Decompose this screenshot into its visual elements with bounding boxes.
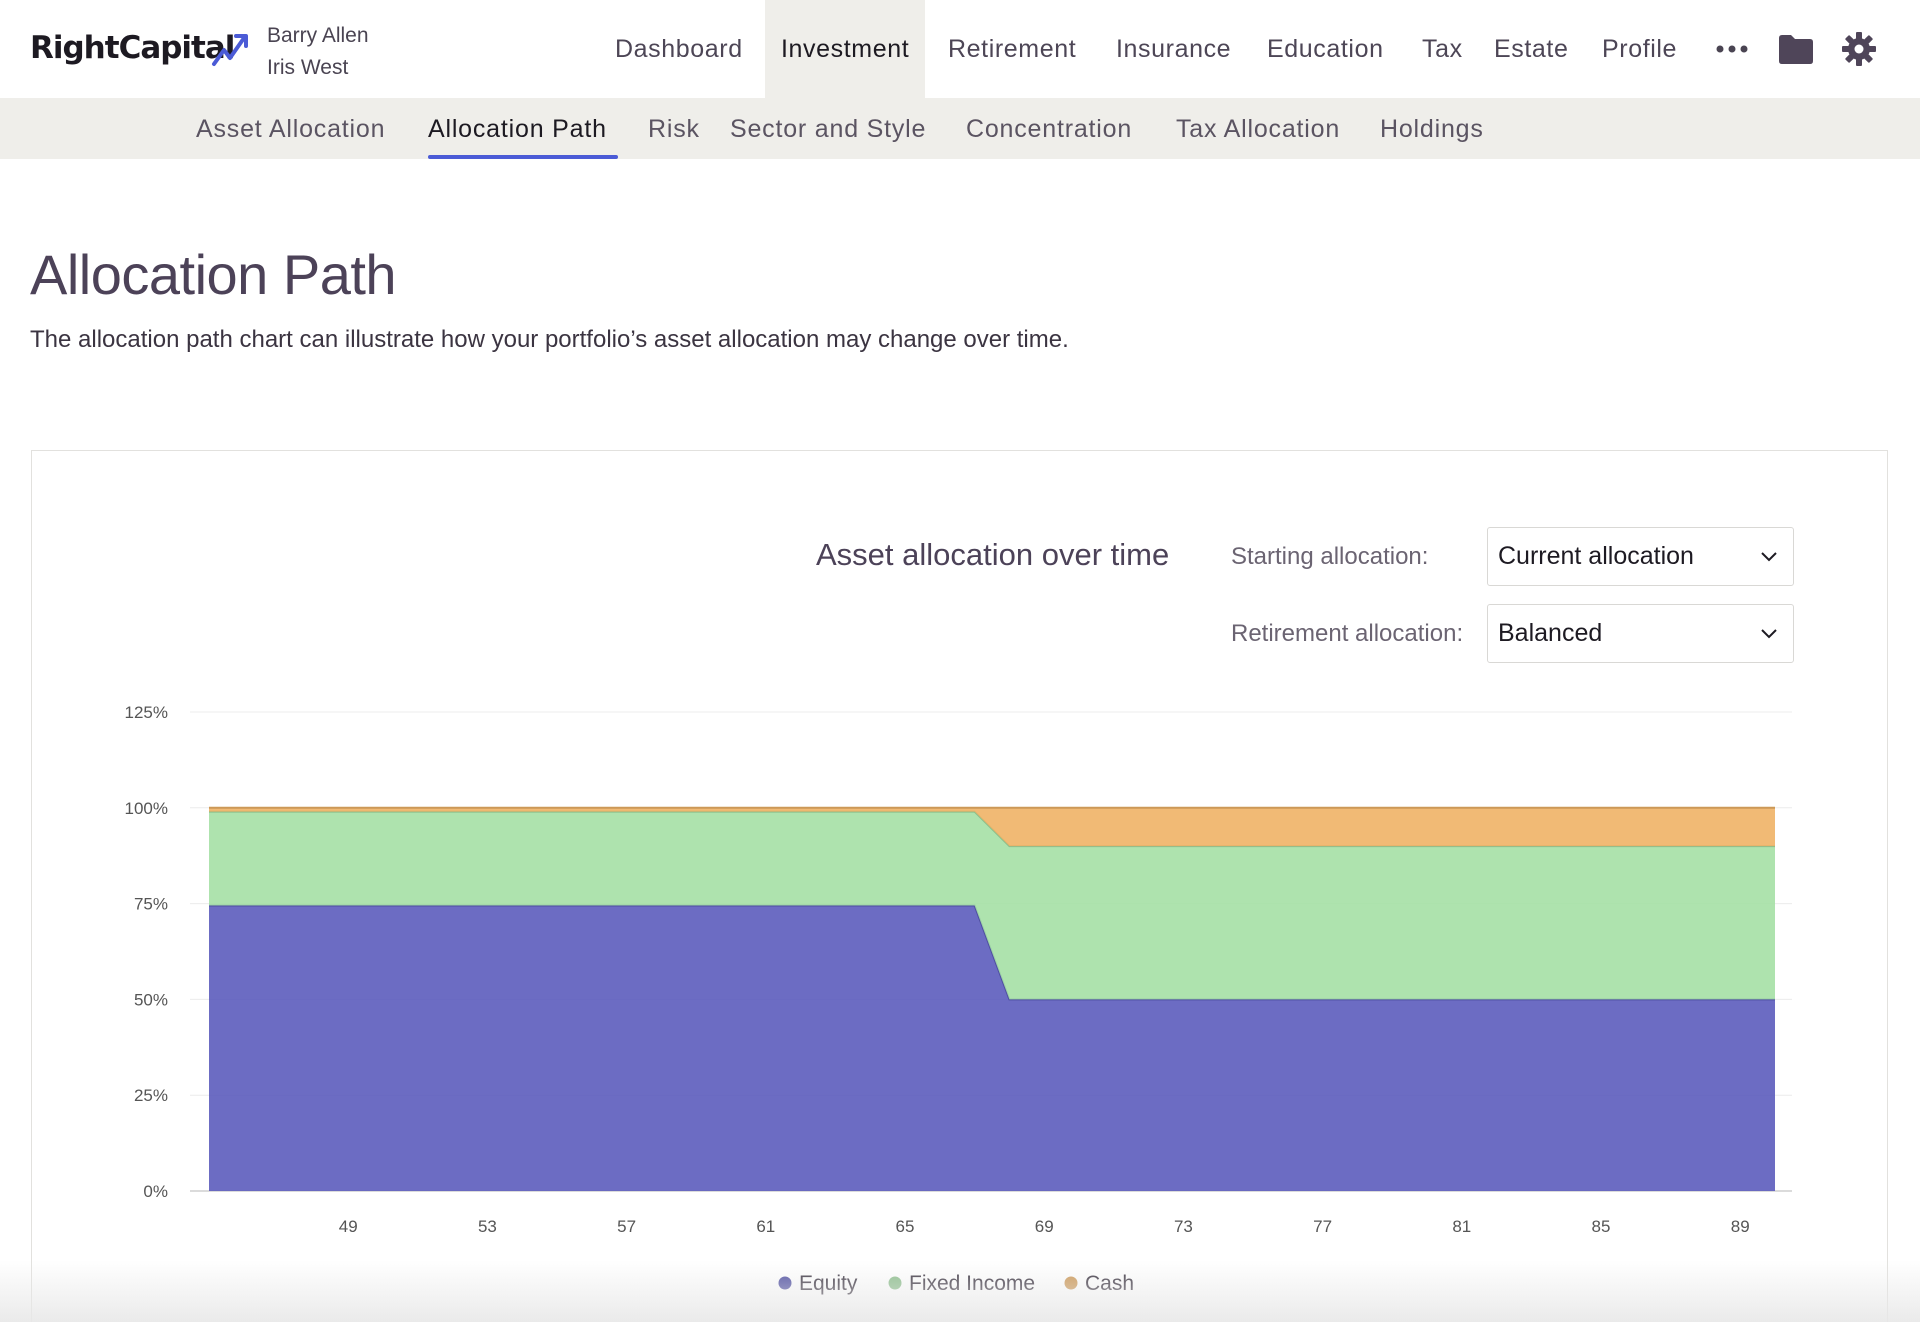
nav-tax[interactable]: Tax — [1422, 35, 1463, 63]
chevron-down-icon — [1761, 552, 1777, 562]
nav-retirement[interactable]: Retirement — [948, 35, 1077, 63]
x-tick-label: 65 — [896, 1217, 915, 1236]
y-tick-label: 50% — [134, 990, 168, 1009]
subnav-tax-allocation[interactable]: Tax Allocation — [1176, 115, 1341, 143]
chevron-down-icon — [1761, 629, 1777, 639]
top-navigation-bar: RightCapital Barry Allen Iris West Dashb… — [0, 0, 1920, 98]
page-title: Allocation Path — [30, 243, 397, 306]
x-tick-label: 81 — [1452, 1217, 1471, 1236]
subnav-holdings[interactable]: Holdings — [1380, 115, 1484, 143]
investment-subnav: Asset Allocation Allocation Path Risk Se… — [0, 98, 1920, 159]
nav-investment[interactable]: Investment — [765, 0, 926, 98]
x-tick-label: 61 — [756, 1217, 775, 1236]
area-equity[interactable] — [209, 905, 1775, 1191]
nav-insurance[interactable]: Insurance — [1116, 35, 1232, 63]
x-tick-label: 85 — [1592, 1217, 1611, 1236]
y-tick-label: 25% — [134, 1086, 168, 1105]
client-names: Barry Allen Iris West — [267, 20, 369, 84]
retirement-allocation-select[interactable]: Balanced — [1487, 604, 1794, 663]
starting-allocation-select[interactable]: Current allocation — [1487, 527, 1794, 586]
retirement-allocation-value: Balanced — [1498, 619, 1603, 647]
x-tick-label: 69 — [1035, 1217, 1054, 1236]
y-tick-label: 75% — [134, 895, 168, 914]
area-cash[interactable] — [209, 807, 1775, 847]
legend-label[interactable]: Cash — [1085, 1272, 1134, 1295]
legend-marker-cash — [1064, 1276, 1078, 1290]
stacked-areas — [209, 806, 1775, 1191]
chart-title: Asset allocation over time — [816, 537, 1170, 572]
starting-allocation-label: Starting allocation: — [1231, 543, 1429, 570]
gear-icon[interactable] — [1840, 30, 1878, 68]
nav-profile[interactable]: Profile — [1602, 35, 1678, 63]
subnav-risk[interactable]: Risk — [648, 115, 700, 143]
client-name-spouse: Iris West — [267, 56, 349, 79]
legend-label[interactable]: Equity — [799, 1272, 858, 1295]
active-tab-indicator — [428, 155, 618, 159]
x-tick-label: 49 — [339, 1217, 358, 1236]
nav-education[interactable]: Education — [1267, 35, 1384, 63]
subnav-concentration[interactable]: Concentration — [966, 115, 1133, 143]
brand-logo-mark-icon — [212, 34, 248, 66]
y-tick-label: 0% — [143, 1182, 168, 1201]
client-name-primary: Barry Allen — [267, 24, 369, 47]
page-description: The allocation path chart can illustrate… — [30, 326, 1069, 353]
area-fixed-income[interactable] — [209, 811, 1775, 1000]
legend: Equity Fixed Income Cash — [778, 1272, 1134, 1295]
x-tick-label: 77 — [1313, 1217, 1332, 1236]
legend-label[interactable]: Fixed Income — [909, 1272, 1035, 1295]
brand-logo[interactable]: RightCapital — [30, 30, 235, 66]
y-tick-label: 100% — [125, 799, 168, 818]
subnav-allocation-path[interactable]: Allocation Path — [428, 115, 607, 143]
legend-marker-equity — [778, 1276, 792, 1290]
retirement-allocation-label: Retirement allocation: — [1231, 620, 1464, 647]
folder-icon[interactable] — [1777, 30, 1815, 68]
subnav-asset-allocation[interactable]: Asset Allocation — [196, 115, 386, 143]
more-dots-icon[interactable] — [1713, 30, 1751, 68]
axes: 0% 25% 50% 75% 100% 125% 49 53 57 61 65 69 73 77 81 85 8… — [125, 703, 1750, 1236]
x-tick-label: 53 — [478, 1217, 497, 1236]
legend-marker-fixed-income — [888, 1276, 902, 1290]
nav-estate[interactable]: Estate — [1494, 35, 1569, 63]
x-tick-label: 89 — [1731, 1217, 1750, 1236]
x-tick-label: 73 — [1174, 1217, 1193, 1236]
y-tick-label: 125% — [125, 703, 168, 722]
subnav-sector-and-style[interactable]: Sector and Style — [730, 115, 927, 143]
x-tick-label: 57 — [617, 1217, 636, 1236]
starting-allocation-value: Current allocation — [1498, 542, 1694, 570]
nav-dashboard[interactable]: Dashboard — [615, 35, 743, 63]
